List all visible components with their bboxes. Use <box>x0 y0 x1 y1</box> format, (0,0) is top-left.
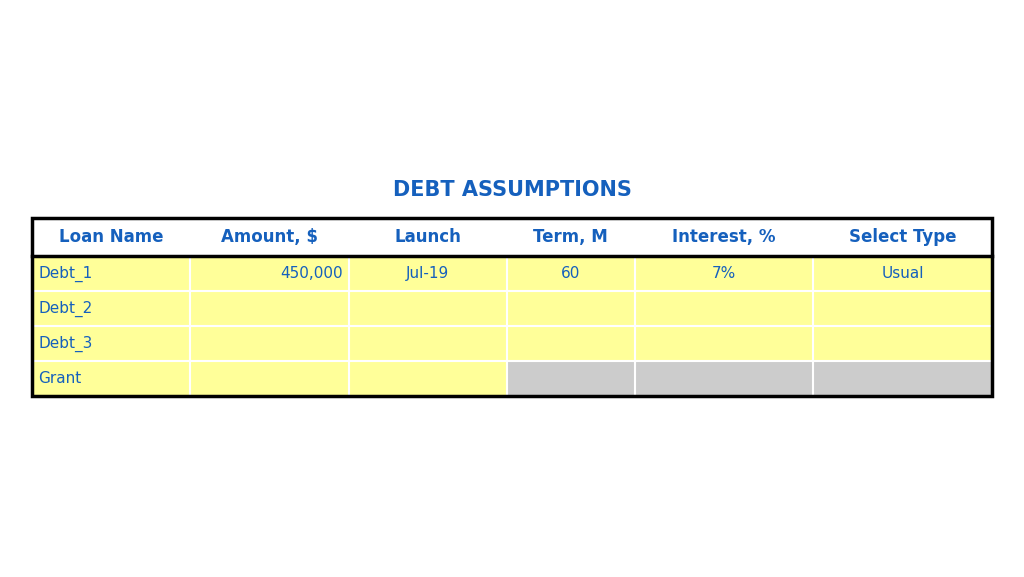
Text: Grant: Grant <box>38 371 81 386</box>
Text: DEBT ASSUMPTIONS: DEBT ASSUMPTIONS <box>392 180 632 200</box>
Bar <box>348 291 507 326</box>
Bar <box>635 361 813 396</box>
Bar <box>190 326 348 361</box>
Bar <box>190 361 348 396</box>
Text: Select Type: Select Type <box>849 228 956 246</box>
Text: 60: 60 <box>561 266 581 281</box>
Bar <box>635 256 813 291</box>
Bar <box>32 291 190 326</box>
Bar <box>190 256 348 291</box>
Text: Amount, $: Amount, $ <box>221 228 317 246</box>
Bar <box>348 256 507 291</box>
Text: Usual: Usual <box>882 266 924 281</box>
Text: Term, M: Term, M <box>534 228 608 246</box>
Bar <box>32 361 190 396</box>
Bar <box>635 291 813 326</box>
Text: Debt_1: Debt_1 <box>38 265 92 282</box>
Text: 450,000: 450,000 <box>280 266 343 281</box>
Bar <box>32 218 992 396</box>
Bar <box>507 361 635 396</box>
Bar <box>32 218 992 256</box>
Text: Launch: Launch <box>394 228 461 246</box>
Bar <box>507 256 635 291</box>
Bar <box>813 361 992 396</box>
Bar <box>190 291 348 326</box>
Bar <box>348 361 507 396</box>
Bar <box>32 326 190 361</box>
Bar <box>348 326 507 361</box>
Bar <box>507 291 635 326</box>
Text: Loan Name: Loan Name <box>59 228 164 246</box>
Text: Debt_2: Debt_2 <box>38 301 92 317</box>
Bar <box>507 326 635 361</box>
Bar <box>635 326 813 361</box>
Text: Jul-19: Jul-19 <box>407 266 450 281</box>
Bar <box>32 256 190 291</box>
Bar <box>813 291 992 326</box>
Bar <box>813 326 992 361</box>
Text: Debt_3: Debt_3 <box>38 335 92 351</box>
Text: Interest, %: Interest, % <box>672 228 775 246</box>
Bar <box>813 256 992 291</box>
Text: 7%: 7% <box>712 266 736 281</box>
